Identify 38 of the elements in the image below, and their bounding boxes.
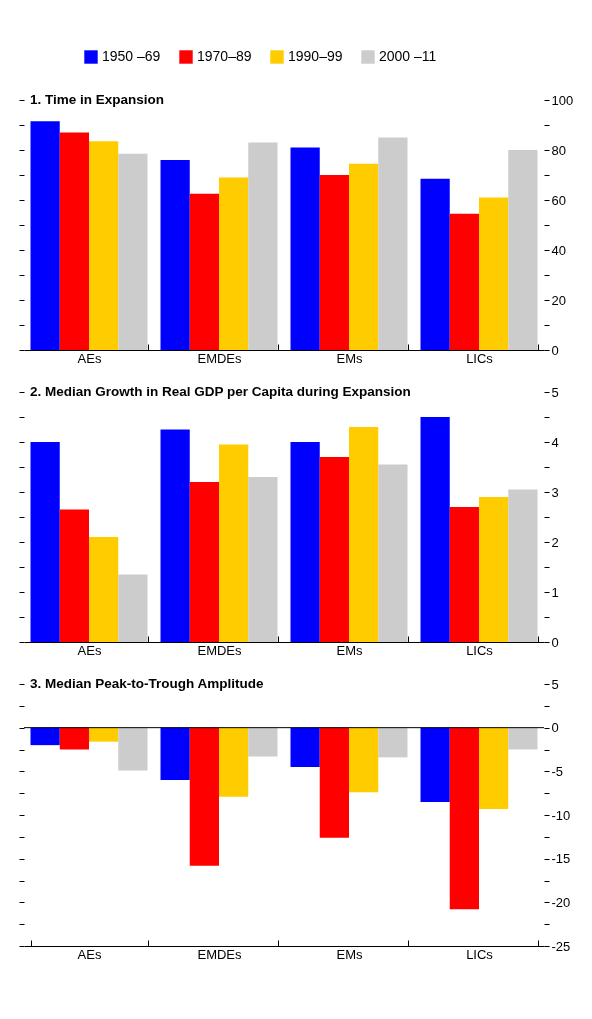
x-tick-label: EMs [336, 642, 363, 658]
x-tick-label: EMDEs [197, 350, 243, 366]
y-tick-label: -20 [551, 894, 571, 910]
x-tick-label: LICs [466, 350, 494, 366]
y-tick-label: 5 [551, 676, 559, 692]
y-tick-label: -15 [551, 851, 571, 867]
y-tick-label: 0 [551, 720, 559, 736]
x-tick-label: LICs [466, 642, 494, 658]
x-tick-label: EMDEs [197, 642, 243, 658]
legend-label: 1950 –69 [102, 48, 161, 64]
y-tick-label: 0 [551, 342, 559, 358]
x-tick-label: EMs [336, 350, 363, 366]
y-tick-label: 60 [551, 192, 566, 208]
legend-label: 1970–89 [197, 48, 252, 64]
x-tick-label: AEs [77, 350, 102, 366]
y-tick-label: -5 [551, 763, 564, 779]
chart-title: 3. Median Peak-to-Trough Amplitude [30, 676, 265, 691]
y-tick-label: 3 [551, 484, 559, 500]
y-tick-label: 80 [551, 142, 566, 158]
x-tick-label: EMDEs [197, 946, 243, 962]
y-tick-label: 100 [551, 92, 574, 108]
chart-title: 2. Median Growth in Real GDP per Capita during Expansion [30, 384, 411, 399]
legend-label: 2000 –11 [379, 48, 437, 64]
x-tick-label: EMs [336, 946, 363, 962]
y-tick-label: 5 [551, 384, 559, 400]
x-tick-label: LICs [466, 946, 494, 962]
y-tick-label: 4 [551, 434, 559, 450]
legend-label: 1990–99 [288, 48, 343, 64]
x-tick-label: AEs [77, 642, 102, 658]
y-tick-label: -10 [551, 807, 571, 823]
y-tick-label: -25 [551, 938, 571, 954]
y-tick-label: 2 [551, 534, 559, 550]
y-tick-label: 20 [551, 292, 566, 308]
y-tick-label: 40 [551, 242, 566, 258]
chart-title: 1. Time in Expansion [30, 92, 165, 107]
y-tick-label: 1 [551, 584, 559, 600]
y-tick-label: 0 [551, 634, 559, 650]
x-tick-label: AEs [77, 946, 102, 962]
